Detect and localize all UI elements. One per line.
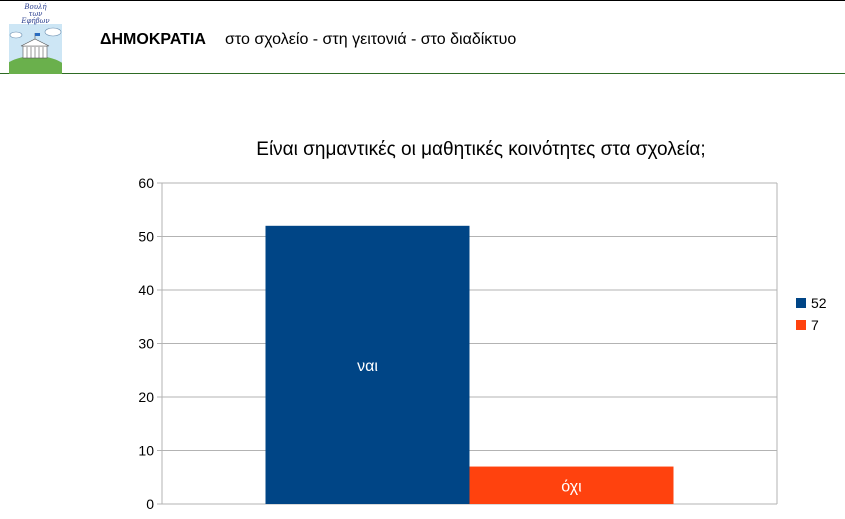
y-tick-label: 20 [138,389,154,405]
bar-label: ναι [357,358,378,375]
y-tick-label: 40 [138,282,154,298]
site-header: Βουλή των Εφήβων ΔΗΜΟΚΡΑΤΙΑ στο σχολείο … [0,0,845,74]
bar-2 [469,466,674,504]
bar-label: όχι [561,478,582,495]
bar-chart: Είναι σημαντικές οι μαθητικές κοινότητες… [138,139,827,512]
logo[interactable]: Βουλή των Εφήβων [9,2,62,74]
y-tick-label: 0 [146,496,154,512]
legend-swatch-1 [796,298,806,308]
chart-title: Είναι σημαντικές οι μαθητικές κοινότητες… [256,139,705,160]
logo-text: Βουλή των Εφήβων [21,3,50,25]
site-title: ΔΗΜΟΚΡΑΤΙΑ [100,31,206,48]
legend-label: 52 [811,295,827,311]
logo-image [9,2,62,74]
y-tick-label: 10 [138,443,154,459]
y-tick-label: 60 [138,175,154,191]
y-tick-label: 50 [138,229,154,245]
site-subtitle: στο σχολείο - στη γειτονιά - στο διαδίκτ… [225,31,517,48]
legend-label: 7 [811,317,819,333]
bar-1 [265,225,470,505]
y-tick-label: 30 [138,336,154,352]
legend-swatch-2 [796,320,806,330]
